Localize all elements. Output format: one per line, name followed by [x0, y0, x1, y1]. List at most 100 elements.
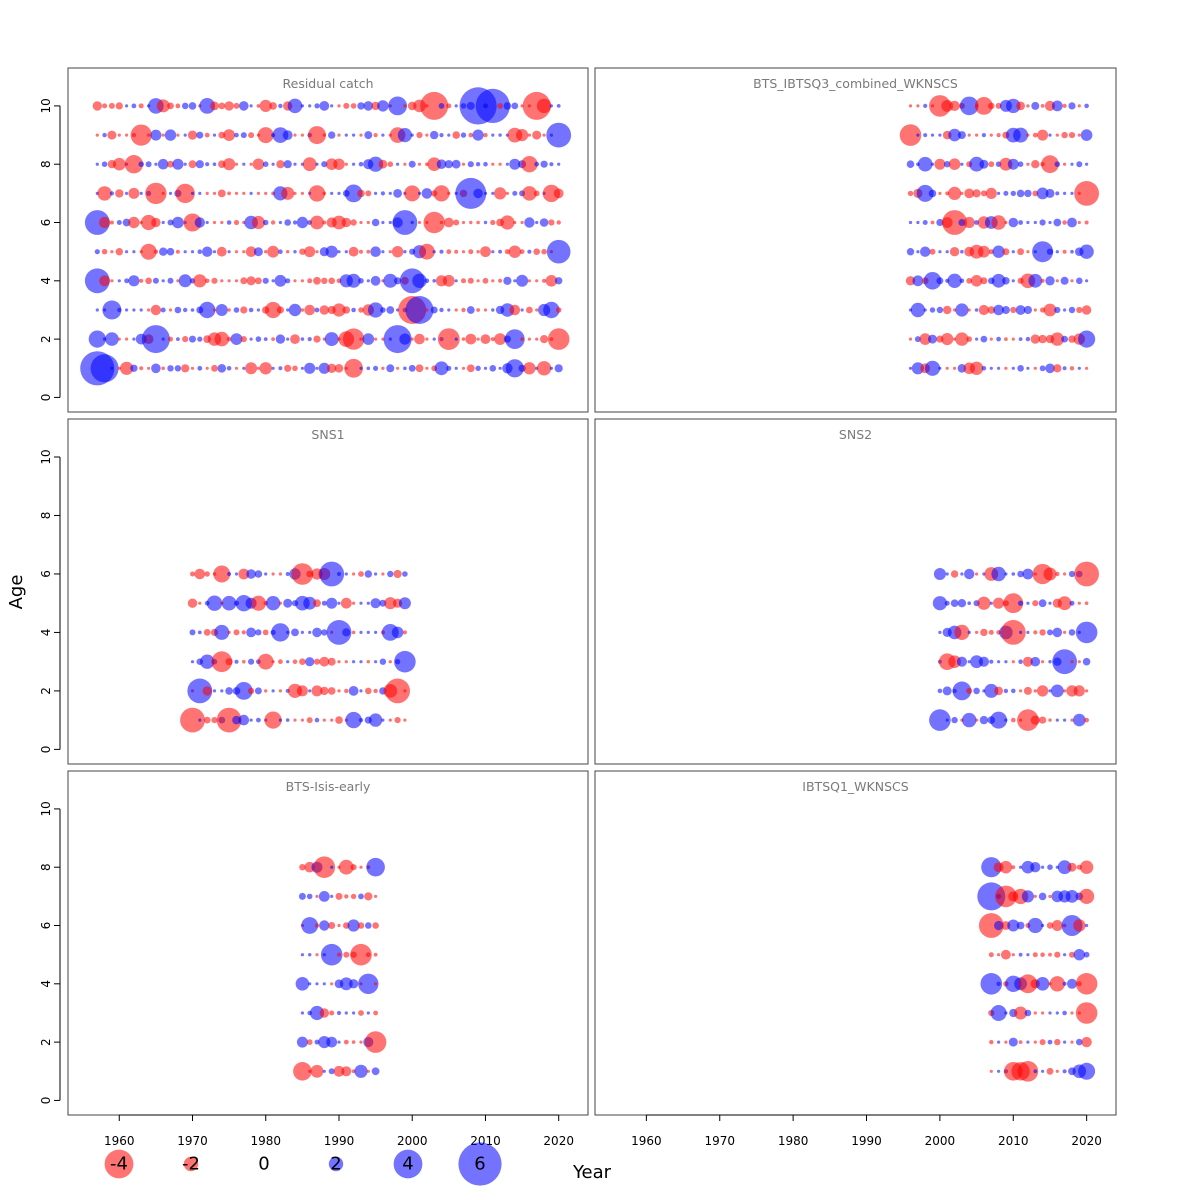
residual-bubble — [992, 245, 1005, 258]
residual-bubble — [314, 717, 320, 723]
residual-bubble — [1017, 709, 1039, 731]
residual-bubble — [936, 306, 944, 314]
residual-bubble — [516, 274, 529, 287]
residual-bubble — [226, 336, 232, 342]
residual-bubble — [997, 1040, 1001, 1044]
residual-bubble — [1007, 919, 1020, 932]
residual-bubble — [344, 250, 348, 254]
residual-bubble — [469, 220, 473, 225]
residual-bubble — [189, 629, 196, 636]
residual-bubble — [930, 162, 935, 166]
residual-bubble — [211, 364, 218, 372]
residual-bubble — [437, 328, 460, 350]
residual-bubble — [490, 219, 496, 226]
residual-bubble — [461, 220, 466, 225]
residual-bubble — [325, 245, 338, 258]
residual-bubble — [248, 307, 254, 313]
residual-bubble — [351, 630, 356, 635]
residual-bubble — [352, 133, 356, 137]
residual-bubble — [343, 951, 350, 958]
residual-bubble — [1035, 977, 1050, 991]
residual-bubble — [308, 982, 312, 986]
residual-bubble — [399, 333, 411, 345]
residual-bubble — [1070, 1040, 1074, 1044]
residual-bubble — [313, 276, 321, 285]
residual-bubble — [454, 337, 458, 341]
y-axis: 0 2 4 6 8 10 — [39, 98, 61, 401]
residual-bubble — [419, 243, 435, 260]
residual-bubble — [473, 188, 483, 199]
residual-bubble — [533, 190, 540, 197]
residual-bubble — [187, 678, 213, 704]
residual-bubble — [908, 337, 913, 341]
residual-bubble — [1062, 1069, 1067, 1074]
residual-bubble — [90, 354, 119, 383]
residual-bubble — [242, 366, 246, 370]
residual-bubble — [263, 337, 268, 341]
residual-bubble — [975, 97, 993, 115]
residual-bubble — [183, 213, 202, 232]
residual-bubble — [520, 337, 524, 341]
residual-bubble — [425, 308, 429, 312]
residual-bubble — [950, 570, 959, 578]
residual-bubble — [1079, 244, 1094, 259]
residual-bubble — [1040, 952, 1045, 957]
residual-bubble — [365, 952, 371, 958]
residual-bubble — [1063, 308, 1067, 312]
residual-bubble — [1011, 572, 1016, 576]
residual-bubble — [364, 131, 373, 140]
residual-bubble — [1070, 660, 1074, 664]
residual-bubble — [326, 620, 352, 645]
residual-bubble — [293, 718, 297, 722]
residual-bubble — [482, 277, 489, 284]
residual-bubble — [306, 717, 313, 724]
residual-bubble — [328, 922, 336, 929]
residual-bubble — [278, 249, 283, 254]
residual-bubble — [300, 953, 304, 957]
residual-bubble — [1014, 1006, 1028, 1020]
residual-bubble — [190, 571, 195, 577]
residual-bubble — [366, 1069, 370, 1073]
residual-bubble — [172, 216, 184, 229]
residual-bubble — [124, 278, 129, 284]
panel-title: IBTSQ1_WKNSCS — [802, 779, 908, 794]
residual-bubble — [978, 304, 990, 316]
residual-bubble — [1039, 716, 1047, 724]
residual-bubble — [227, 279, 231, 283]
residual-bubble — [447, 191, 451, 195]
residual-bubble — [1011, 250, 1015, 254]
residual-bubble — [1048, 894, 1052, 899]
y-tick-label: 0 — [39, 1097, 53, 1105]
residual-bubble — [461, 366, 466, 370]
residual-bubble — [498, 162, 502, 166]
residual-bubble — [319, 656, 330, 667]
residual-bubble — [95, 133, 99, 137]
residual-bubble — [377, 100, 389, 112]
residual-bubble — [246, 627, 256, 638]
residual-bubble — [542, 133, 546, 137]
residual-bubble — [956, 656, 968, 667]
residual-bubble — [554, 364, 563, 373]
residual-bubble — [523, 362, 536, 375]
residual-bubble — [949, 100, 960, 111]
residual-bubble — [1055, 1011, 1059, 1015]
residual-bubble — [491, 162, 495, 166]
legend-label: -4 — [110, 1154, 128, 1175]
residual-bubble — [1019, 865, 1023, 869]
residual-bubble — [1085, 923, 1089, 928]
residual-bubble — [1026, 133, 1030, 137]
residual-bubble — [966, 336, 972, 342]
residual-bubble — [322, 982, 326, 986]
residual-bubble — [240, 306, 248, 314]
residual-bubble — [916, 184, 934, 202]
residual-bubble — [396, 366, 400, 370]
residual-bubble — [227, 630, 231, 635]
residual-bubble — [957, 599, 967, 608]
residual-bubble — [941, 100, 954, 112]
residual-bubble — [350, 219, 357, 226]
residual-bubble — [446, 249, 452, 255]
residual-bubble — [120, 361, 134, 375]
y-tick-label: 4 — [39, 277, 53, 285]
residual-bubble — [234, 191, 239, 195]
residual-bubble — [374, 982, 378, 986]
